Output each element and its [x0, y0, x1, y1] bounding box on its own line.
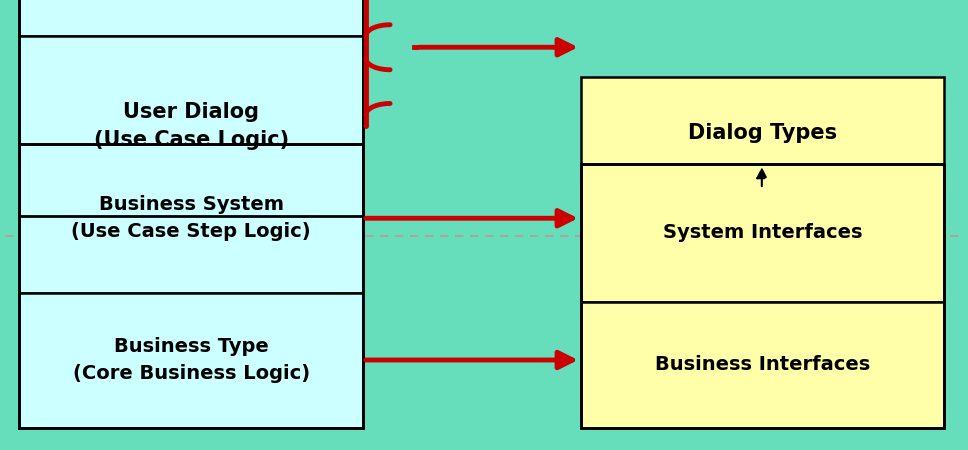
Text: User Dialog
(Use Case Logic): User Dialog (Use Case Logic)	[94, 102, 288, 150]
FancyBboxPatch shape	[581, 164, 944, 302]
FancyBboxPatch shape	[19, 144, 363, 292]
FancyBboxPatch shape	[19, 36, 363, 216]
Text: Business Interfaces: Business Interfaces	[654, 355, 870, 374]
Text: Business Type
(Core Business Logic): Business Type (Core Business Logic)	[73, 337, 310, 383]
Text: System Interfaces: System Interfaces	[662, 223, 862, 243]
FancyBboxPatch shape	[581, 76, 944, 189]
Text: Business System
(Use Case Step Logic): Business System (Use Case Step Logic)	[72, 195, 311, 241]
FancyBboxPatch shape	[581, 302, 944, 427]
Text: Dialog Types: Dialog Types	[687, 123, 837, 143]
FancyBboxPatch shape	[19, 0, 363, 36]
FancyBboxPatch shape	[19, 292, 363, 428]
